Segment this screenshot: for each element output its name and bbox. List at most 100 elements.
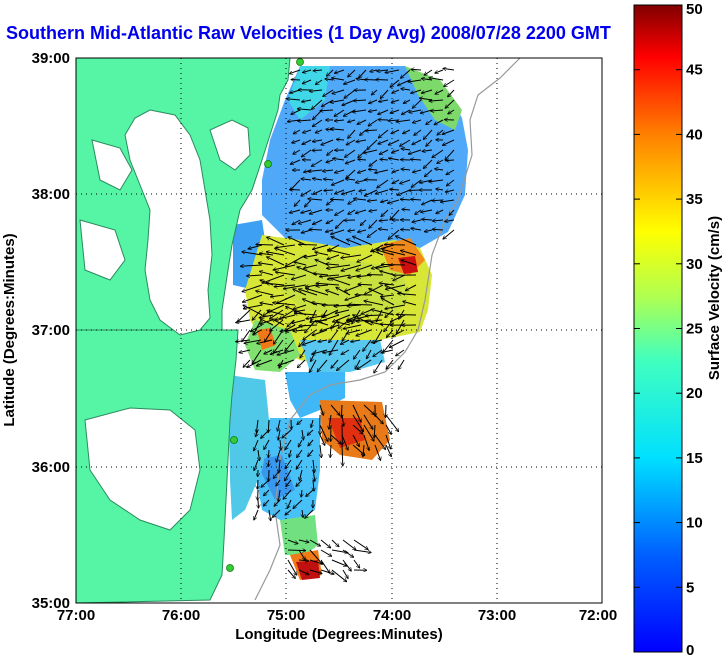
velocity-arrow xyxy=(309,539,321,546)
velocity-arrow xyxy=(359,190,367,191)
velocity-arrow xyxy=(412,119,422,123)
velocity-arrow xyxy=(320,110,334,111)
velocity-arrow xyxy=(385,304,406,309)
velocity-arrow xyxy=(292,319,306,323)
velocity-arrow xyxy=(237,309,251,322)
velocity-arrow xyxy=(294,199,301,206)
velocity-arrow xyxy=(293,304,307,309)
velocity-arrow xyxy=(297,359,306,368)
grid-lines xyxy=(76,58,602,603)
velocity-arrow xyxy=(369,219,378,228)
velocity-arrow xyxy=(390,189,400,190)
velocity-arrow xyxy=(297,419,303,425)
map-title: Southern Mid-Atlantic Raw Velocities (1 … xyxy=(6,23,611,43)
velocity-arrow xyxy=(329,329,339,343)
velocity-arrow xyxy=(242,329,251,342)
velocity-arrow xyxy=(239,349,251,353)
velocity-arrow xyxy=(307,429,314,435)
velocity-arrow xyxy=(320,549,332,556)
velocity-arrow xyxy=(309,359,317,373)
velocity-arrow xyxy=(448,89,455,97)
velocity-arrow xyxy=(363,339,372,351)
velocity-arrow xyxy=(308,199,323,200)
velocity-arrow xyxy=(310,319,328,322)
velocity-arrow xyxy=(256,291,274,296)
velocity-arrow xyxy=(263,309,273,316)
velocity-arrow xyxy=(276,479,281,486)
velocity-arrow xyxy=(290,159,301,164)
velocity-arrow xyxy=(274,285,296,287)
velocity-arrow xyxy=(443,68,455,70)
velocity-arrow xyxy=(297,109,312,110)
velocity-arrow xyxy=(345,179,356,180)
velocity-arrow xyxy=(254,509,259,520)
velocity-arrow xyxy=(340,339,350,344)
velocity-arrow xyxy=(396,315,417,316)
velocity-arrow xyxy=(312,150,323,151)
velocity-arrow xyxy=(287,539,298,544)
velocity-arrow xyxy=(301,209,312,213)
velocity-arrow xyxy=(370,70,378,72)
velocity-arrow xyxy=(263,499,270,506)
x-tick-label: 73:00 xyxy=(478,607,516,624)
velocity-arrow xyxy=(367,139,378,150)
velocity-arrow xyxy=(332,89,345,94)
velocity-arrow xyxy=(358,284,373,285)
velocity-arrow xyxy=(374,434,386,450)
velocity-arrow xyxy=(356,264,373,271)
velocity-arrow xyxy=(368,169,378,170)
velocity-arrow xyxy=(298,439,303,447)
velocity-arrow xyxy=(290,190,301,191)
velocity-arrow xyxy=(323,349,339,353)
velocity-arrow xyxy=(277,419,281,431)
velocity-field xyxy=(228,66,468,580)
velocity-arrow xyxy=(319,275,340,277)
velocity-arrow xyxy=(319,424,328,442)
velocity-arrow xyxy=(380,89,389,99)
velocity-arrow xyxy=(385,309,394,318)
x-tick-label: 74:00 xyxy=(373,607,411,624)
velocity-arrow xyxy=(305,199,312,207)
velocity-arrow xyxy=(256,359,273,366)
velocity-arrow xyxy=(361,309,372,314)
plot-frame xyxy=(75,57,603,604)
x-tick-label: 76:00 xyxy=(162,607,200,624)
velocity-arrow xyxy=(325,230,334,232)
velocity-arrow xyxy=(252,349,262,364)
colorbar-tick-label: 0 xyxy=(686,642,694,659)
velocity-arrow xyxy=(364,284,384,295)
velocity-arrow xyxy=(301,179,312,180)
velocity-arrow xyxy=(348,120,356,122)
velocity-arrow xyxy=(287,559,297,575)
velocity-arrow xyxy=(429,78,444,81)
y-tick-label: 39:00 xyxy=(32,50,70,67)
velocity-arrow xyxy=(320,444,321,458)
velocity-arrow xyxy=(386,404,387,418)
velocity-arrow xyxy=(278,489,280,502)
velocity-arrow xyxy=(344,89,356,98)
velocity-arrow xyxy=(286,479,292,487)
velocity-arrow xyxy=(331,229,345,234)
velocity-arrow xyxy=(312,140,323,142)
colorbar-tick-label: 20 xyxy=(686,385,703,402)
velocity-arrow xyxy=(285,509,292,515)
velocity-arrow xyxy=(353,559,360,568)
velocity-arrow xyxy=(390,79,400,87)
velocity-arrow xyxy=(334,109,345,116)
x-tick-label: 77:00 xyxy=(57,607,95,624)
velocity-arrow xyxy=(435,169,444,170)
velocity-arrow xyxy=(313,70,323,71)
velocity-arrow xyxy=(337,322,351,326)
velocity-arrow xyxy=(285,339,295,352)
velocity-arrow xyxy=(328,250,351,256)
velocity-arrow xyxy=(363,414,373,429)
velocity-arrow xyxy=(342,569,348,579)
velocity-arrow xyxy=(396,120,411,122)
y-tick-label: 36:00 xyxy=(32,459,70,476)
velocity-arrow xyxy=(261,429,270,438)
velocity-arrow xyxy=(335,209,345,215)
velocity-arrow xyxy=(296,479,303,487)
velocity-arrow xyxy=(326,219,334,224)
velocity-arrow xyxy=(358,169,367,173)
velocity-arrow xyxy=(411,89,422,93)
